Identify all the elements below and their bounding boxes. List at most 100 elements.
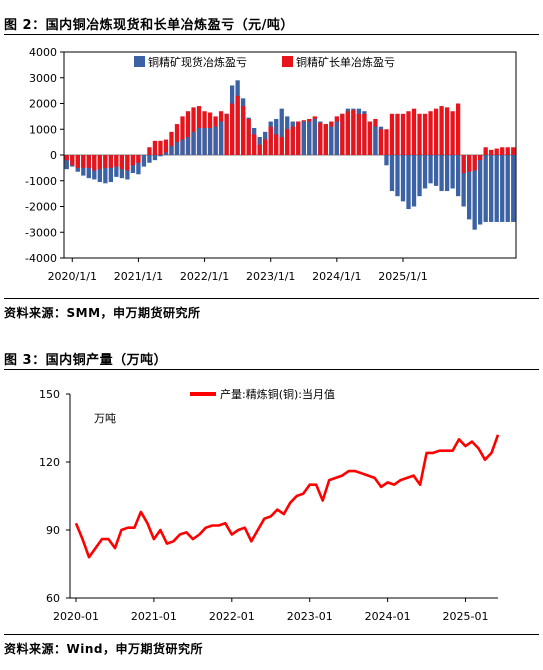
bar-long: [428, 111, 433, 155]
bar-spot: [64, 155, 69, 170]
bar-spot: [147, 155, 152, 163]
bar-spot: [108, 155, 114, 183]
bar-long: [136, 155, 141, 163]
bar-spot: [450, 155, 455, 189]
bar-spot: [334, 121, 340, 155]
bar-long: [174, 124, 180, 155]
bar-long: [114, 155, 119, 167]
bar-long: [395, 113, 400, 155]
bar-spot: [417, 155, 422, 197]
bar-spot: [207, 127, 213, 155]
chart1-legend: 铜精矿现货冶炼盈亏 铜精矿长单冶炼盈亏: [134, 55, 395, 69]
bar-long: [411, 108, 417, 155]
output-series-line: [74, 434, 500, 559]
bar-spot: [500, 155, 505, 222]
bar-long: [263, 139, 268, 155]
figure2-top-rule: [4, 34, 539, 35]
bar-long: [351, 109, 356, 155]
bar-long: [356, 113, 362, 155]
bar-spot: [163, 152, 169, 155]
bar-long: [125, 155, 130, 171]
bar-long: [367, 121, 373, 155]
copper-output-chart: 60 90 120 150 2020-01 2021-01 2022-01 2023-01 20…: [39, 387, 500, 623]
figure3-source: 资料来源：Wind，申万期货研究所: [4, 642, 203, 656]
bar-long: [229, 103, 235, 155]
chart2-axes: 60 90 120 150 2020-01 2021-01 2022-01 2023-01 20…: [39, 388, 498, 623]
chart1-ytick-label: 3000: [29, 72, 57, 85]
bar-long: [494, 148, 499, 155]
bar-long: [389, 113, 395, 155]
bar-long: [257, 144, 262, 155]
bar-long: [97, 155, 102, 170]
chart1-ytick-label: -2000: [25, 201, 57, 214]
bar-spot: [312, 118, 317, 155]
smelting-profit-chart: -4000 -3000 -2000 -1000 0 1000 2000 3000 4000 202…: [25, 46, 517, 283]
bar-long: [180, 116, 185, 155]
figure2-title: 图 2：国内铜冶炼现货和长单冶炼盈亏（元/吨）: [4, 18, 294, 33]
chart2-ytick-label: 60: [46, 592, 60, 605]
bar-spot: [439, 155, 444, 192]
bar-long: [345, 111, 351, 155]
bar-spot: [406, 155, 411, 210]
bar-spot: [136, 155, 141, 175]
bar-long: [417, 113, 422, 155]
bar-spot: [213, 126, 218, 155]
bar-spot: [180, 139, 185, 155]
bar-spot: [191, 131, 196, 155]
chart2-ytick-label: 120: [39, 456, 60, 469]
bar-long: [268, 126, 273, 155]
bar-long: [64, 155, 69, 161]
bar-spot: [307, 121, 312, 155]
bar-spot: [103, 155, 108, 184]
bar-spot: [505, 155, 510, 222]
bar-long: [483, 147, 488, 155]
bar-long: [455, 103, 461, 155]
bar-spot: [202, 127, 207, 155]
chart1-xtick-label: 2020/1/1: [48, 270, 97, 283]
bar-spot: [511, 155, 516, 222]
chart2-xtick-label: 2025-01: [443, 610, 489, 623]
legend-label-output: 产量:精炼铜(铜):当月值: [220, 387, 335, 401]
bar-long: [185, 111, 191, 155]
bar-long: [406, 111, 411, 155]
bar-spot: [329, 126, 334, 155]
bar-long: [158, 140, 163, 155]
bar-spot: [483, 155, 488, 222]
bar-long: [450, 111, 455, 155]
chart2-xtick-label: 2024-01: [365, 610, 411, 623]
chart1-bars: [64, 80, 516, 230]
bar-spot: [400, 155, 406, 202]
bar-spot: [433, 155, 439, 186]
bar-long: [466, 155, 472, 172]
bar-long: [478, 155, 483, 161]
bar-long: [92, 155, 97, 171]
chart1-ytick-label: 4000: [29, 46, 57, 59]
bar-long: [240, 106, 246, 155]
bar-long: [119, 155, 125, 170]
bar-spot: [428, 155, 433, 184]
bar-spot: [185, 136, 191, 155]
bar-long: [362, 113, 367, 155]
bar-long: [439, 106, 444, 155]
figure3-top-rule: [4, 369, 539, 370]
bar-long: [318, 122, 323, 155]
chart2-xtick-label: 2022-01: [209, 610, 255, 623]
bar-long: [152, 140, 158, 155]
bar-spot: [373, 126, 378, 155]
bar-long: [472, 155, 477, 171]
bar-spot: [455, 155, 461, 197]
bar-long: [378, 129, 384, 155]
bar-spot: [478, 155, 483, 225]
chart2-ytick-label: 150: [39, 388, 60, 401]
bar-long: [163, 139, 169, 155]
bar-spot: [152, 155, 158, 161]
bar-long: [70, 155, 75, 166]
bar-spot: [141, 155, 147, 167]
chart2-xtick-label: 2023-01: [287, 610, 333, 623]
chart1-ytick-label: 0: [50, 149, 57, 162]
bar-long: [489, 149, 494, 155]
chart1-ytick-label: 2000: [29, 98, 57, 111]
chart1-xtick-label: 2023/1/1: [246, 270, 295, 283]
bar-spot: [422, 155, 428, 189]
bar-long: [296, 121, 301, 155]
